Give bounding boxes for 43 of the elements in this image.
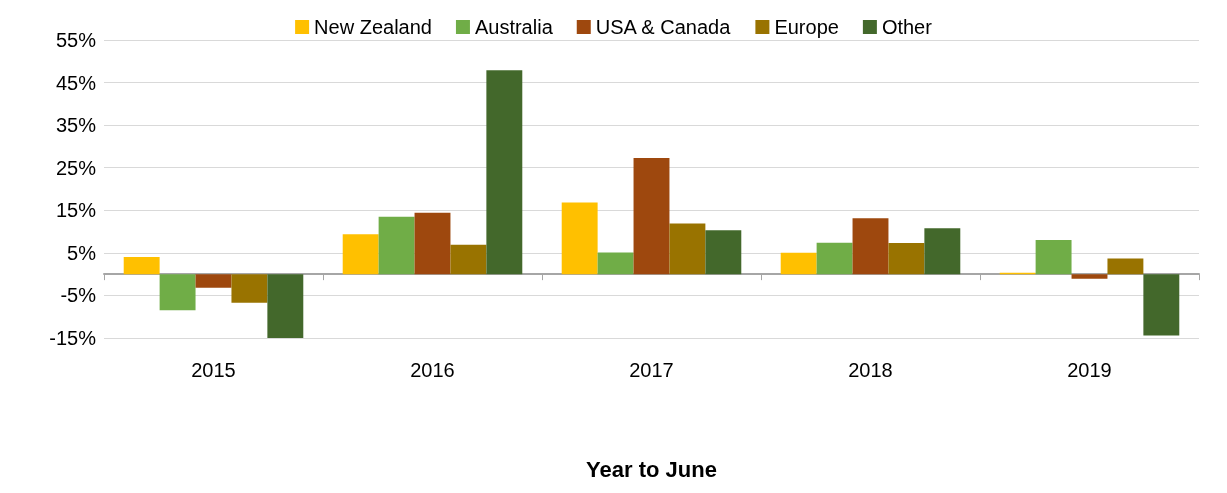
bar [1071,274,1108,279]
y-tick-label: -15% [49,327,97,349]
x-tick-label: 2018 [848,359,893,381]
bar [816,242,853,275]
y-tick-label: -5% [60,284,97,307]
y-tick-label: 15% [55,199,97,222]
bar [597,252,634,275]
bar [342,234,379,275]
bar [159,274,196,311]
bar [450,244,487,275]
bar [1107,258,1144,275]
bar [780,252,817,275]
legend-label: Australia [474,16,554,38]
legend-label: Other [881,16,933,38]
bar [924,228,961,275]
bar [378,216,415,275]
y-tick-label: 25% [55,156,97,179]
bar [231,274,268,303]
bar [705,230,742,275]
x-tick-label: 2017 [629,359,674,381]
bar [561,202,598,275]
x-tick-label: 2019 [1067,359,1112,381]
y-tick-label: 35% [55,114,97,137]
y-tick-label: 5% [67,241,97,264]
bar [414,212,451,275]
bar [669,223,706,275]
y-tick-label: 55% [55,29,97,51]
x-tick-label: 2016 [410,359,455,381]
bar [267,274,304,338]
bar [888,243,925,275]
bar [195,274,232,288]
x-axis-title: Year to June [586,456,717,482]
bar [852,218,889,275]
legend-label: New Zealand [314,16,432,38]
bar [486,70,523,275]
legend-label: USA & Canada [595,16,732,38]
legend-label: Europe [774,16,839,38]
bar [123,257,160,275]
bar [633,157,670,275]
bar [1035,240,1072,275]
bar [1143,274,1180,336]
y-tick-label: 45% [55,71,97,94]
x-tick-label: 2015 [191,359,236,381]
